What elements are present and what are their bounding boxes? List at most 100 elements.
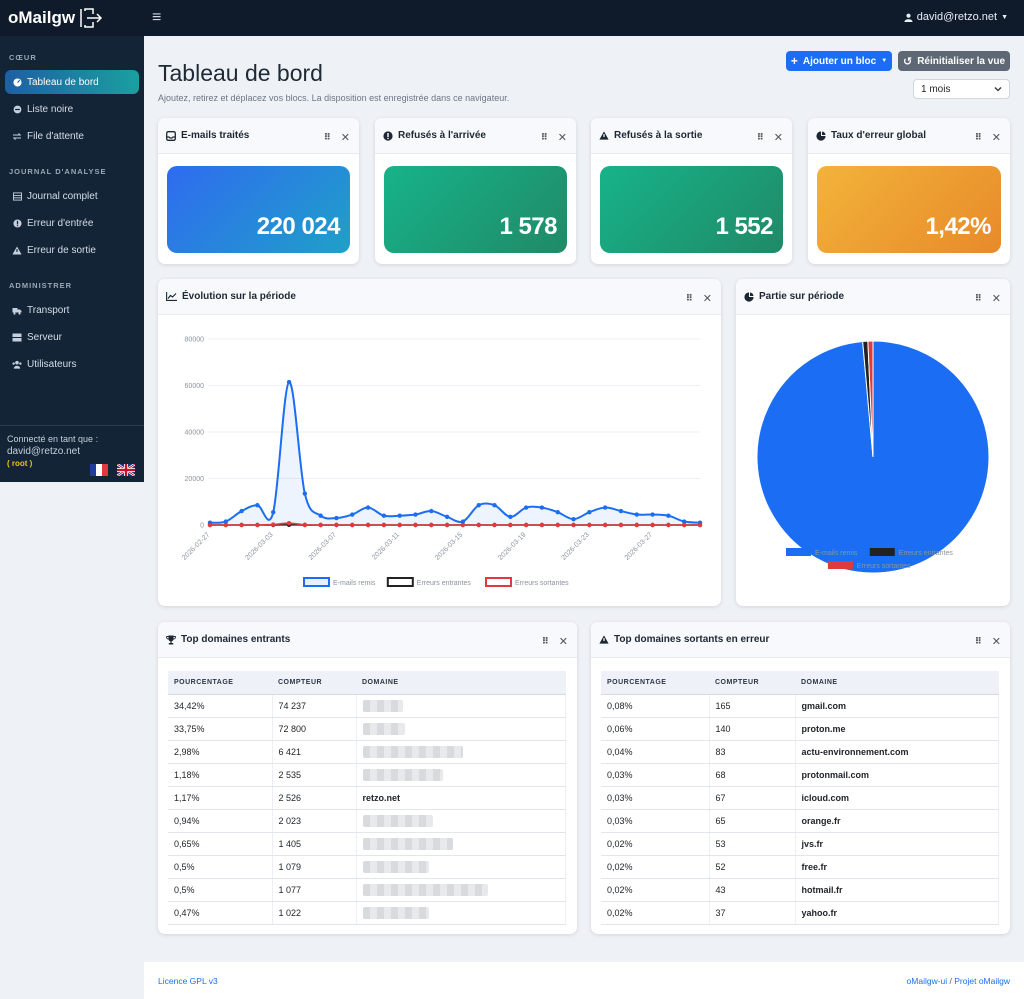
- drag-handle-icon[interactable]: ⠿: [974, 293, 982, 303]
- hamburger-menu-icon[interactable]: ≡: [152, 9, 162, 26]
- data-point: [302, 522, 308, 527]
- data-point: [286, 379, 292, 385]
- line-chart-icon: [166, 292, 177, 301]
- close-icon[interactable]: ✕: [991, 132, 1001, 144]
- sidebar-item-dashboard[interactable]: Tableau de bord: [5, 70, 139, 94]
- cell-domain: [356, 855, 566, 880]
- brand[interactable]: oMailgw: [0, 7, 144, 29]
- data-point: [239, 522, 244, 528]
- col-header[interactable]: COMPTEUR: [709, 671, 795, 695]
- user-email: david@retzo.net: [916, 11, 998, 23]
- cell-domain: gmail.com: [795, 694, 999, 718]
- cell-count: 74 237: [272, 694, 357, 718]
- sidebar-item-full-log[interactable]: Journal complet: [5, 184, 139, 208]
- data-point: [523, 505, 529, 510]
- reset-view-button[interactable]: ↺ Réinitialiser la vue: [898, 51, 1010, 71]
- sidebar-item-input-error[interactable]: Erreur d'entrée: [5, 211, 139, 235]
- drag-handle-icon[interactable]: ⠿: [756, 132, 764, 142]
- data-point: [650, 522, 655, 528]
- sidebar-item-server[interactable]: Serveur: [5, 325, 139, 349]
- table-row: 0,03% 68 protonmail.com: [601, 763, 999, 787]
- data-point: [207, 522, 213, 528]
- data-point: [397, 522, 402, 528]
- truck-icon: [12, 305, 22, 315]
- sidebar-section-core: CŒUR: [9, 53, 37, 62]
- close-icon[interactable]: ✕: [340, 132, 350, 144]
- cell-count: 67: [709, 786, 796, 810]
- user-menu[interactable]: david@retzo.net ▼: [904, 11, 1008, 23]
- close-icon[interactable]: ✕: [991, 293, 1001, 305]
- data-point: [223, 519, 229, 524]
- col-header[interactable]: COMPTEUR: [272, 671, 356, 695]
- warning-icon: [599, 635, 609, 644]
- table-row: 0,47% 1 022: [168, 901, 566, 926]
- drag-handle-icon[interactable]: ⠿: [323, 132, 331, 142]
- close-icon[interactable]: ✕: [773, 132, 783, 144]
- add-block-button[interactable]: + Ajouter un bloc ▼: [786, 51, 892, 71]
- cell-count: 68: [709, 763, 796, 787]
- data-point: [492, 522, 497, 528]
- drag-handle-icon[interactable]: ⠿: [540, 132, 548, 142]
- list-icon: [12, 191, 22, 201]
- sidebar-item-blacklist[interactable]: Liste noire: [5, 97, 139, 121]
- drag-handle-icon[interactable]: ⠿: [974, 132, 982, 142]
- license-link[interactable]: Licence GPL v3: [158, 976, 218, 986]
- table-row: 0,08% 165 gmail.com: [601, 694, 999, 718]
- close-icon[interactable]: ✕: [558, 636, 568, 648]
- data-point: [508, 522, 513, 528]
- cell-percentage: 1,18%: [168, 763, 273, 787]
- data-point: [350, 512, 355, 517]
- data-point: [318, 513, 323, 518]
- gauge-icon: [12, 77, 22, 87]
- data-point: [697, 522, 703, 528]
- data-point: [255, 503, 260, 508]
- data-point: [381, 513, 387, 518]
- table-row: 33,75% 72 800: [168, 717, 566, 741]
- drag-handle-icon[interactable]: ⠿: [974, 636, 982, 646]
- col-header[interactable]: POURCENTAGE: [601, 671, 709, 695]
- page-title: Tableau de bord: [158, 60, 323, 86]
- close-icon[interactable]: ✕: [702, 293, 712, 305]
- col-header[interactable]: DOMAINE: [795, 671, 999, 695]
- brand-name: oMailgw: [8, 8, 76, 27]
- cell-domain: proton.me: [795, 717, 999, 741]
- card-title: Top domaines sortants en erreur: [614, 634, 770, 645]
- cell-percentage: 0,47%: [168, 901, 273, 926]
- cell-percentage: 0,5%: [168, 855, 273, 880]
- caret-down-icon: ▼: [881, 58, 888, 64]
- cell-count: 37: [709, 901, 796, 926]
- table-row: 0,02% 43 hotmail.fr: [601, 878, 999, 903]
- redacted-domain: [362, 861, 429, 874]
- sidebar-item-output-error[interactable]: Erreur de sortie: [5, 238, 139, 262]
- top-navbar: oMailgw ≡ david@retzo.net ▼: [0, 0, 1024, 36]
- sidebar-item-label: Serveur: [27, 331, 63, 343]
- flag-uk-icon[interactable]: [117, 464, 135, 476]
- sidebar-item-queue[interactable]: File d'attente: [5, 124, 139, 148]
- data-point: [286, 520, 292, 526]
- data-point: [555, 522, 560, 528]
- data-point: [429, 508, 434, 514]
- sidebar-item-transport[interactable]: Transport: [5, 298, 139, 322]
- period-select[interactable]: 1 mois: [913, 79, 1010, 99]
- redacted-domain: [362, 838, 453, 851]
- data-point: [365, 505, 371, 510]
- cell-count: 1 079: [272, 855, 357, 880]
- project-ui-link[interactable]: oMailgw-ui: [906, 976, 948, 986]
- cell-percentage: 33,75%: [168, 717, 273, 741]
- close-icon[interactable]: ✕: [991, 636, 1001, 648]
- col-header[interactable]: DOMAINE: [356, 671, 566, 695]
- redacted-domain: [362, 745, 463, 758]
- drag-handle-icon[interactable]: ⠿: [541, 636, 549, 646]
- flag-fr-icon[interactable]: [90, 464, 108, 476]
- col-header[interactable]: POURCENTAGE: [168, 671, 272, 695]
- cell-count: 43: [709, 878, 796, 903]
- data-point: [271, 510, 276, 515]
- card-title: E-mails traités: [181, 130, 250, 141]
- close-icon[interactable]: ✕: [557, 132, 567, 144]
- cell-percentage: 0,03%: [601, 786, 710, 810]
- sidebar-item-users[interactable]: Utilisateurs: [5, 352, 139, 376]
- card-header: Refusés à la sortie ⠿ ✕: [591, 118, 792, 154]
- cell-count: 1 022: [272, 901, 357, 926]
- project-link[interactable]: Projet oMailgw: [954, 976, 1010, 986]
- drag-handle-icon[interactable]: ⠿: [685, 293, 693, 303]
